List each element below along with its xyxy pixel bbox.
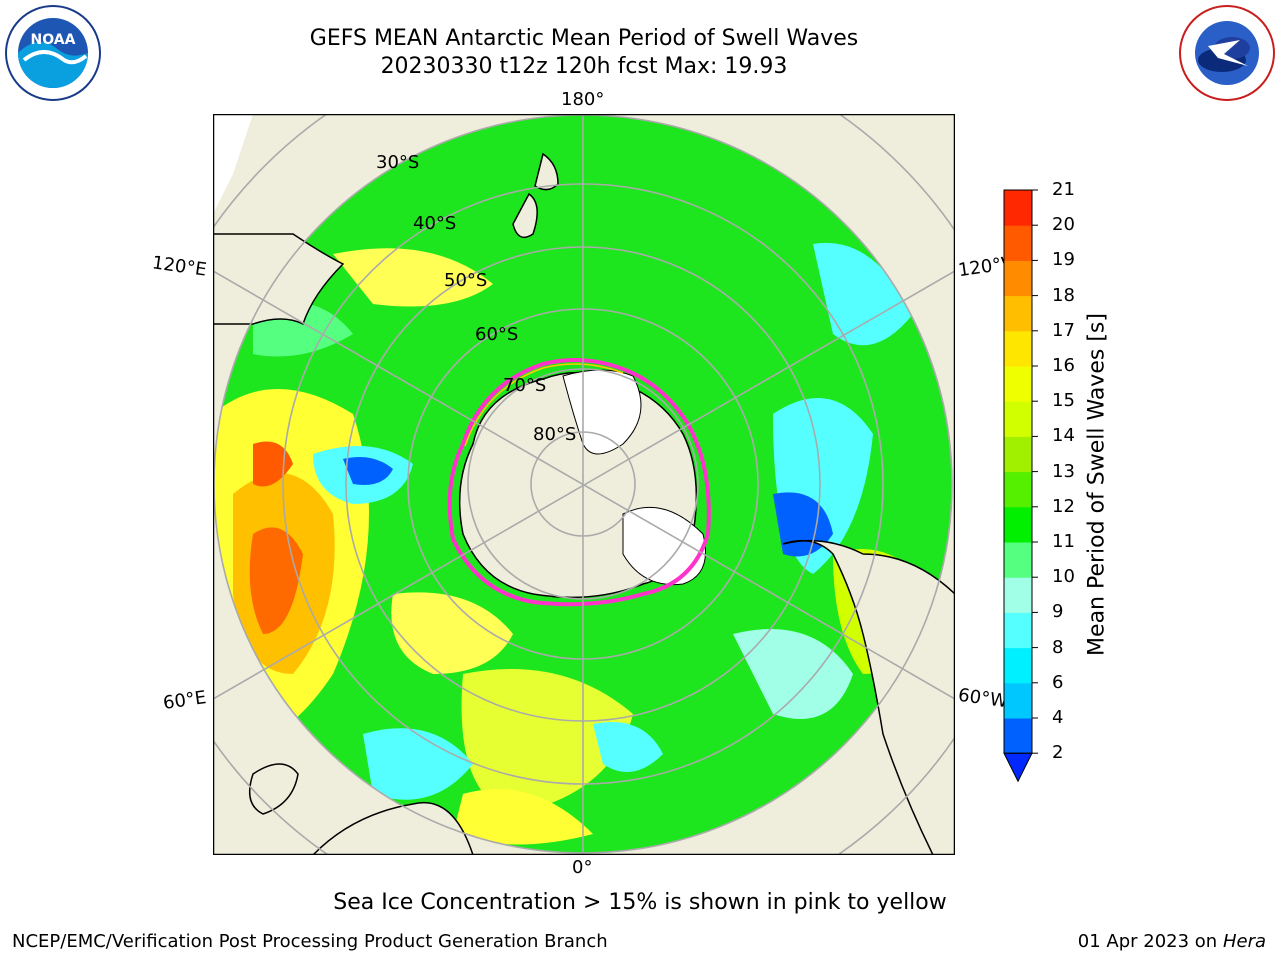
colorbar-segment [1004,366,1032,402]
colorbar-tick-label: 13 [1052,460,1075,482]
lat-label-40s: 40°S [413,213,457,234]
sea-ice-edge [447,358,711,607]
noaa-logo-icon: NOAA [5,5,101,101]
footer-machine: Hera [1222,931,1266,952]
polar-map [213,114,955,855]
new-zealand-land [512,152,559,239]
colorbar-segment [1004,436,1032,473]
colorbar-segment [1004,718,1032,754]
colorbar-tick-label: 6 [1052,671,1064,693]
lat-label-60s: 60°S [475,324,519,345]
sea-ice-caption: Sea Ice Concentration > 15% is shown in … [333,890,947,915]
colorbar-tick-label: 21 [1052,179,1075,200]
colorbar-segment [1004,577,1032,613]
colorbar-tick-label: 15 [1052,390,1075,412]
graticule [213,114,955,855]
colorbar-tick-label: 4 [1052,707,1064,728]
colorbar-tick-label: 20 [1052,214,1075,236]
colorbar-tick-label: 16 [1052,355,1075,376]
colorbar-tick-label: 14 [1052,425,1075,447]
colorbar-segment [1004,330,1032,367]
south-america-land [782,539,955,855]
map-title: GEFS MEAN Antarctic Mean Period of Swell… [309,26,859,51]
colorbar-tick-label: 17 [1052,319,1075,341]
colorbar-segment [1004,225,1032,261]
lon-label-60e: 60°E [161,687,208,714]
colorbar-segment [1004,682,1032,719]
footer-date: 01 Apr 2023 on Hera [1078,931,1266,952]
colorbar-tick-label: 10 [1052,566,1075,588]
colorbar-segment [1004,190,1032,226]
lat-label-70s: 70°S [503,375,547,396]
colorbar-segment [1004,506,1032,543]
footer-credit: NCEP/EMC/Verification Post Processing Pr… [12,931,608,952]
noaa-logo-text: NOAA [31,32,76,48]
colorbar-segment [1004,260,1032,297]
lon-label-180: 180° [561,89,605,110]
colorbar-tick-label: 12 [1052,495,1075,517]
colorbar-segment [1004,542,1032,578]
colorbar-segment [1004,401,1032,437]
lat-label-50s: 50°S [444,270,488,291]
colorbar-segment [1004,612,1032,649]
colorbar-tick-label: 11 [1052,531,1075,552]
nws-logo-icon [1179,5,1275,101]
lon-label-0: 0° [572,857,593,878]
colorbar-tick-label: 8 [1052,636,1064,658]
colorbar-label: Mean Period of Swell Waves [s] [1084,313,1110,656]
colorbar-segment [1004,295,1032,332]
colorbar-segment [1004,471,1032,508]
colorbar [1003,189,1038,783]
colorbar-under-arrow [1003,752,1033,783]
lon-label-120e: 120°E [150,252,208,281]
weddell-ice [622,506,706,586]
colorbar-tick-label: 2 [1052,742,1064,764]
colorbar-tick-label: 18 [1052,284,1075,306]
lat-label-30s: 30°S [376,152,420,173]
colorbar-segment [1004,647,1032,684]
colorbar-tick-label: 19 [1052,249,1075,271]
colorbar-tick-label: 9 [1052,601,1064,623]
lat-label-80s: 80°S [533,424,577,445]
map-subtitle: 20230330 t12z 120h fcst Max: 19.93 [380,54,788,79]
africa-land [311,801,474,855]
madagascar-land [248,763,299,815]
footer-date-text: 01 Apr 2023 on [1077,931,1223,952]
australia-land [213,233,345,326]
